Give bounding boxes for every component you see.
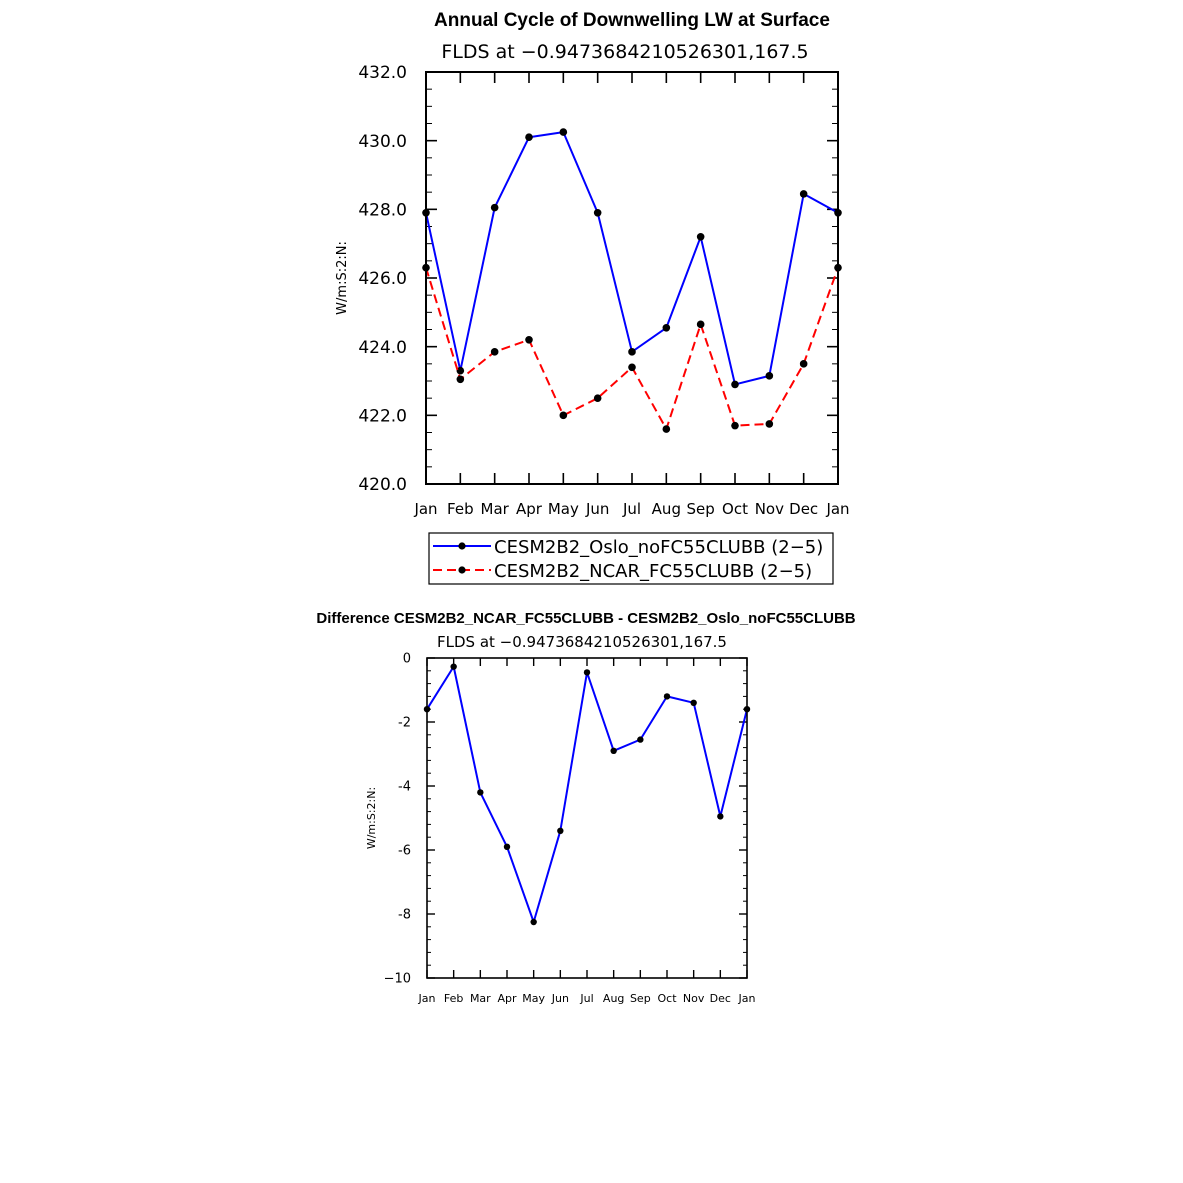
data-point [696, 233, 705, 241]
data-point [583, 669, 591, 676]
data-point [593, 394, 602, 402]
data-point [731, 421, 739, 430]
y-tick-labels: 420.0 422.0 424.0 426.0 428.0 430.0 432.0 [358, 63, 407, 495]
data-point [637, 736, 644, 743]
data-point [799, 360, 808, 368]
y-tick-label: 420.0 [358, 475, 407, 495]
y-axis-label: W/m:S:2:N: [365, 787, 378, 849]
series-lines [423, 663, 751, 926]
legend: CESM2B2_Oslo_noFC55CLUBB (2−5) CESM2B2_N… [428, 532, 834, 585]
y-tick-label: 430.0 [358, 132, 407, 152]
x-tick-label: Sep [630, 992, 651, 1005]
data-point [530, 918, 537, 926]
annual-cycle-chart: Annual Cycle of Downwelling LW at Surfac… [335, 10, 850, 585]
chart-title: Annual Cycle of Downwelling LW at Surfac… [434, 10, 830, 31]
x-tick-label: Dec [789, 500, 818, 518]
x-tick-label: Nov [683, 992, 705, 1005]
x-tick-label: May [548, 500, 579, 518]
y-tick-label: 426.0 [358, 269, 407, 289]
x-tick-labels: Jan Feb Mar Apr May Jun Jul Aug Sep Oct Nov Dec Jan [413, 500, 849, 518]
data-point [663, 693, 671, 700]
difference-chart: Difference CESM2B2_NCAR_FC55CLUBB - CESM… [316, 610, 855, 1005]
data-point [525, 336, 533, 344]
x-tick-label: Sep [687, 500, 715, 518]
data-point [717, 813, 724, 820]
y-tick-label: -8 [398, 908, 411, 923]
x-tick-label: Apr [497, 992, 517, 1005]
data-point [450, 663, 457, 670]
data-point [559, 411, 568, 420]
data-point [503, 843, 511, 850]
data-point [557, 827, 564, 834]
y-tick-label: 422.0 [358, 406, 407, 426]
data-point [456, 375, 465, 384]
x-tick-labels: Jan Feb Mar Apr May Jun Jul Aug Sep Oct Nov Dec Jan [418, 992, 756, 1005]
x-tick-label: Nov [755, 500, 784, 518]
legend-box [428, 532, 834, 585]
data-point [610, 747, 617, 754]
x-tick-label: Mar [481, 500, 510, 518]
data-point [559, 128, 568, 136]
y-tick-label: -4 [398, 780, 411, 795]
y-tick-label: 0 [403, 652, 411, 667]
y-tick-label: −10 [384, 972, 411, 987]
x-tick-label: Mar [470, 992, 491, 1005]
data-point [628, 348, 636, 356]
x-tick-label: Feb [447, 500, 474, 518]
y-tick-label: -2 [398, 716, 411, 731]
chart-subtitle: FLDS at −0.9473684210526301,167.5 [441, 41, 808, 63]
x-tick-label: May [522, 992, 545, 1005]
legend-marker-oslo [458, 542, 466, 550]
y-tick-label: 428.0 [358, 200, 407, 220]
y-tick-label: 432.0 [358, 63, 407, 83]
data-point [696, 320, 705, 329]
plot-frame [425, 71, 839, 485]
x-tick-label: Aug [652, 500, 681, 518]
data-point [765, 372, 774, 380]
x-tick-label: Oct [722, 500, 748, 518]
x-tick-label: Jan [738, 992, 756, 1005]
y-tick-label: 424.0 [358, 338, 407, 358]
x-tick-label: Aug [603, 992, 624, 1005]
data-point [690, 699, 697, 706]
x-tick-label: Jul [622, 500, 641, 518]
data-point [477, 789, 484, 796]
plot-frame [426, 657, 748, 979]
chart-title: Difference CESM2B2_NCAR_FC55CLUBB - CESM… [316, 610, 855, 627]
legend-label-oslo: CESM2B2_Oslo_noFC55CLUBB (2−5) [494, 537, 823, 558]
data-point [593, 208, 602, 217]
x-tick-label: Feb [444, 992, 463, 1005]
data-point [662, 425, 671, 433]
y-tick-label: -6 [398, 844, 411, 859]
x-tick-label: Apr [516, 500, 543, 518]
y-axis-label: W/m:S:2:N: [335, 241, 350, 315]
x-tick-label: Dec [710, 992, 731, 1005]
x-tick-label: Jan [825, 500, 849, 518]
y-tick-labels: −10 -8 -6 -4 -2 0 [384, 652, 411, 987]
data-point [799, 190, 808, 198]
data-point [490, 203, 499, 212]
chart-subtitle: FLDS at −0.9473684210526301,167.5 [437, 633, 727, 651]
x-tick-label: Jan [418, 992, 436, 1005]
data-point [731, 380, 739, 389]
legend-marker-ncar [458, 566, 466, 574]
legend-label-ncar: CESM2B2_NCAR_FC55CLUBB (2−5) [494, 561, 812, 582]
x-tick-label: Jul [579, 992, 593, 1005]
data-point [456, 366, 465, 375]
data-point [662, 323, 671, 332]
data-point [765, 420, 774, 428]
data-point [628, 363, 636, 372]
series-lines [422, 128, 842, 433]
x-tick-label: Jan [413, 500, 437, 518]
data-point [525, 133, 533, 142]
data-point [490, 348, 499, 356]
x-tick-label: Jun [551, 992, 569, 1005]
x-tick-label: Jun [585, 500, 609, 518]
x-tick-label: Oct [657, 992, 677, 1005]
